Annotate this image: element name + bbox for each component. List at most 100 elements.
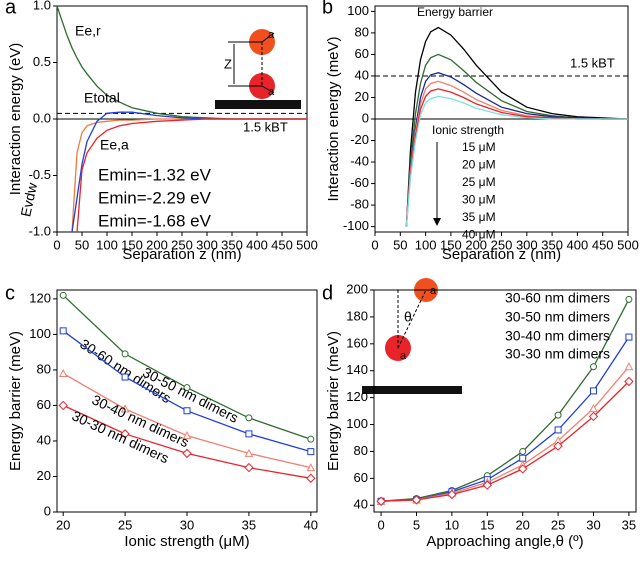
x-tick-label: 250 [491,237,513,252]
y-tick-label: -1.0 [29,223,51,238]
legend-entry: 20 μM [462,158,496,172]
y-tick-label: 200 [346,281,368,296]
panel-label: d [322,282,333,304]
x-tick-label: 0 [53,237,60,252]
marker [625,333,633,341]
y-tick-label: 100 [347,3,369,18]
series-line [76,118,307,233]
marker [447,489,457,500]
series-line [405,26,629,227]
marker [590,363,598,371]
marker [121,350,129,358]
plot-frame [373,289,637,513]
series-label: Ee,a [100,137,129,153]
y-axis-label: Energy barrier (meV) [7,331,24,471]
series-line [405,80,628,227]
y-tick-label: 20 [355,89,369,104]
marker [58,368,68,377]
marker [553,441,563,451]
marker [121,373,129,381]
marker [411,495,422,505]
x-tick-label: 400 [246,237,268,252]
x-tick-label: 300 [516,237,538,252]
marker [624,376,634,387]
x-tick-label: 450 [592,237,614,252]
threshold-label: 1.5 kBT [243,119,288,134]
series-label: Etotal [84,90,120,106]
y-tick-label: -40 [350,153,369,168]
marker [59,291,67,299]
legend-title: Ionic strength [432,123,504,137]
x-tick-label: 350 [541,237,563,252]
inset-label: a [430,285,437,297]
marker [306,463,316,472]
x-tick-label: 0 [371,237,378,252]
marker [519,454,527,462]
series-line [381,299,630,502]
threshold-label: 1.5 kBT [570,55,615,70]
x-axis-label: Approaching angle,θ (º) [426,533,583,550]
x-tick-label: 40 [304,517,318,532]
series-line [405,95,628,227]
y-tick-label: 0 [362,110,369,125]
y-tick-label: -60 [350,175,369,190]
series-line [405,72,628,227]
y-tick-label: 120 [346,389,368,404]
marker [554,426,562,434]
marker [245,430,253,438]
y-tick-label: -100 [343,218,369,233]
x-tick-label: 450 [271,237,293,252]
x-tick-label: 100 [415,237,437,252]
series-label: 30-40 nm dimers [505,328,610,344]
series-label: 30-60 nm dimers [505,290,610,306]
y-tick-label: 40 [354,497,368,512]
x-axis-label: Separation z (nm) [122,246,241,263]
marker [624,362,634,371]
series-label: Evdw [17,180,40,218]
x-tick-label: 10 [445,517,459,532]
marker [306,473,316,483]
x-tick-label: 200 [465,237,487,252]
x-tick-label: 300 [196,237,218,252]
y-tick-label: 40 [37,432,51,447]
series-label: Ee,r [75,23,101,39]
inset-label: a [400,350,407,362]
marker [183,407,191,415]
legend-entry: 30 μM [462,193,496,207]
annotation: Emin=-1.68 eV [98,211,212,230]
y-tick-label: 0.5 [33,54,51,69]
y-tick-label: 60 [354,470,368,485]
x-tick-label: 200 [146,237,168,252]
y-tick-label: 140 [346,362,368,377]
y-tick-label: 80 [354,443,368,458]
x-tick-label: 500 [296,237,318,252]
x-tick-label: 250 [171,237,193,252]
y-tick-label: 1.0 [33,0,51,12]
marker [517,464,528,474]
y-tick-label: 80 [37,361,51,376]
inset-d: θ a a [362,278,462,394]
y-tick-label: 120 [29,290,51,305]
series-line [381,381,630,502]
marker [244,462,254,473]
series-line [405,88,628,227]
x-tick-label: 30 [586,517,600,532]
x-axis-label: Separation z (nm) [442,246,561,263]
marker [519,447,527,455]
y-tick-label: 0.0 [33,110,51,125]
annotation: Emin=-1.32 eV [98,165,212,184]
legend-entry: 15 μM [462,140,496,154]
panel-label: a [5,0,17,18]
marker [307,448,315,456]
legend-entry: 40 μM [462,228,496,242]
marker [307,435,315,443]
series-label: 30-50 nm dimers [505,309,610,325]
marker [244,448,254,457]
y-tick-label: -20 [350,132,369,147]
x-tick-label: 350 [221,237,243,252]
x-axis-label: Ionic strength (μM) [124,533,249,550]
marker [120,404,130,413]
series-line [405,53,628,227]
x-tick-label: 20 [56,517,70,532]
